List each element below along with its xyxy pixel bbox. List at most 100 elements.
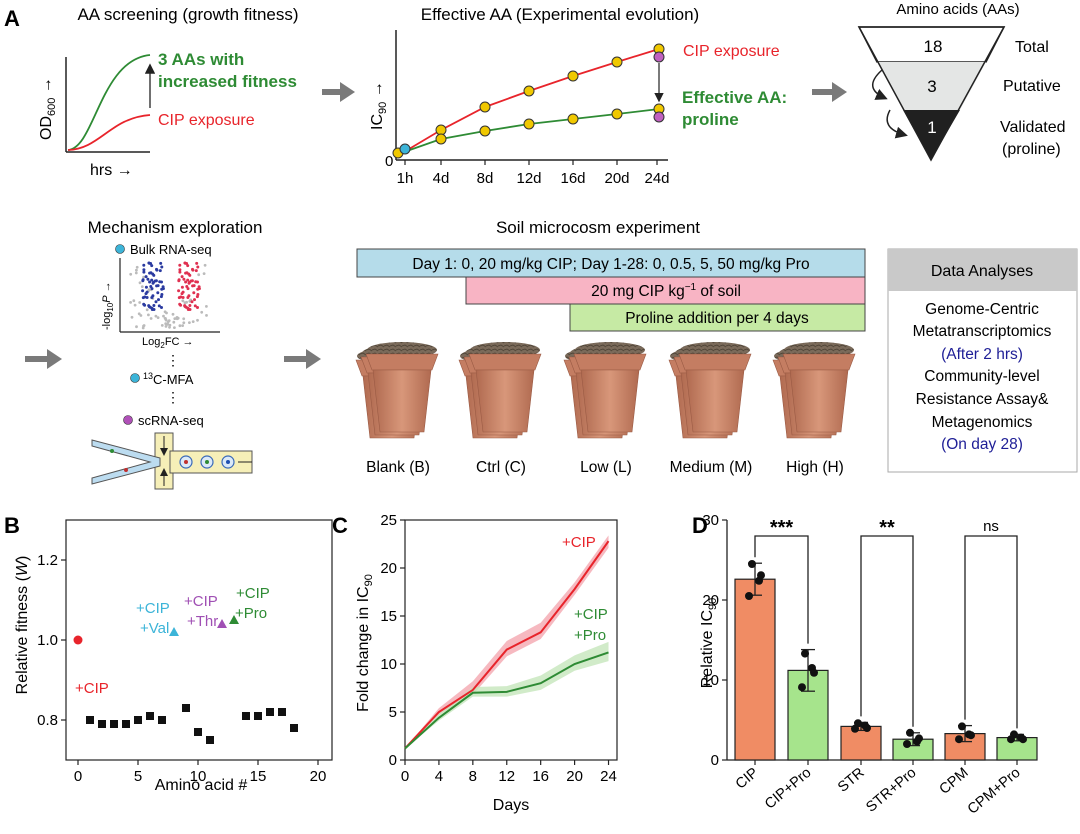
chart-b-point bbox=[278, 708, 286, 716]
chart-b-ytick-label: 1.2 bbox=[37, 552, 58, 569]
soil-pot bbox=[668, 342, 752, 439]
pots: Blank (B) Ctrl (C) Low (L) Medium (M) High (… bbox=[355, 342, 856, 476]
volcano-dot-up bbox=[194, 269, 198, 273]
chart-d-significance-bracket bbox=[964, 535, 1018, 729]
volcano-dot-up bbox=[186, 308, 190, 311]
arrow-right-icon bbox=[812, 82, 847, 102]
funnel-arrow-2 bbox=[886, 109, 908, 139]
volcano-dot bbox=[166, 320, 170, 324]
chart-c-xtick-label: 12 bbox=[498, 768, 515, 785]
volcano-dot-up bbox=[186, 287, 190, 291]
volcano-dot-down bbox=[157, 298, 160, 302]
volcano-dot-down bbox=[144, 285, 148, 289]
screening-annotation-1: 3 AAs with bbox=[158, 50, 244, 69]
volcano-dot-up bbox=[181, 290, 185, 294]
volcano-dot-down bbox=[159, 295, 163, 299]
chart-b-xtick-label: 0 bbox=[74, 768, 82, 785]
volcano-dot-up bbox=[182, 277, 186, 281]
chart-c-band bbox=[405, 641, 609, 749]
chart-c-band bbox=[405, 535, 609, 749]
scrna-label: scRNA-seq bbox=[138, 413, 204, 428]
chart-c-frame bbox=[404, 519, 618, 761]
volcano-dot bbox=[182, 317, 186, 321]
chart-b-point bbox=[194, 728, 202, 736]
volcano-dot bbox=[205, 305, 208, 308]
volcano-dot-up bbox=[184, 271, 188, 275]
volcano-dot-down bbox=[157, 304, 161, 308]
funnel-label-total: Total bbox=[1015, 39, 1049, 56]
volcano-dot-down bbox=[152, 304, 156, 307]
volcano-dot-down bbox=[151, 281, 155, 285]
funnel bbox=[857, 26, 1006, 162]
volcano-dot bbox=[154, 314, 158, 318]
chart-b-point bbox=[146, 712, 154, 720]
volcano-dot-down bbox=[142, 268, 146, 272]
volcano-dot bbox=[173, 317, 177, 320]
evolution-tick-label: 24d bbox=[644, 170, 669, 187]
analyses-header bbox=[888, 249, 1077, 291]
volcano-dot-up bbox=[189, 279, 193, 283]
chart-c: 0 4 8 12 16 20 24 0 5 10 15 20 25 +CIP +CIP +Pro bbox=[380, 512, 618, 785]
evolution-point-proline bbox=[479, 125, 491, 137]
volcano-dot-down bbox=[144, 275, 148, 279]
screening-cip-label: CIP exposure bbox=[158, 112, 255, 129]
chart-b-ytick-label: 0.8 bbox=[37, 712, 58, 729]
fitness-curve-green bbox=[67, 54, 151, 151]
volcano-dot bbox=[138, 281, 142, 285]
treatment-bar-2-label: 20 mg CIP kg−1 of soil bbox=[591, 282, 741, 300]
chart-d-point bbox=[955, 735, 963, 744]
analyses-line: (On day 28) bbox=[941, 436, 1023, 453]
volcano-dot-up bbox=[186, 278, 190, 282]
volcano-dot-up bbox=[187, 281, 191, 285]
volcano-dot bbox=[140, 285, 144, 288]
chart-b-point bbox=[254, 712, 262, 720]
chart-d-point bbox=[757, 571, 765, 580]
volcano-dot-down bbox=[152, 273, 156, 277]
soil-pot bbox=[563, 342, 647, 439]
evolution-proline-label-2: proline bbox=[682, 110, 739, 129]
chart-b-point bbox=[134, 716, 142, 724]
funnel-level-validated bbox=[903, 110, 960, 160]
pot-body bbox=[372, 369, 432, 433]
analyses-line: Genome-Centric bbox=[925, 301, 1039, 318]
funnel-value-validated: 1 bbox=[927, 118, 936, 137]
chart-d-significance-bracket bbox=[860, 535, 914, 727]
volcano-dot bbox=[164, 318, 168, 322]
volcano-dot bbox=[205, 314, 208, 317]
volcano-dot bbox=[132, 299, 136, 303]
panel-label-a: A bbox=[4, 6, 20, 31]
chart-c-legend: +CIP bbox=[574, 606, 608, 623]
volcano-dot bbox=[196, 318, 199, 322]
volcano-dot bbox=[130, 315, 134, 319]
chart-d-ylabel: Relative IC90 bbox=[699, 598, 719, 689]
chart-c-ytick-label: 20 bbox=[380, 560, 397, 577]
arrow-right-icon bbox=[284, 349, 321, 369]
volcano-dot-down bbox=[145, 296, 149, 299]
chart-c-xtick-label: 24 bbox=[600, 768, 617, 785]
chart-d-point bbox=[958, 722, 966, 731]
pot-body bbox=[685, 369, 745, 433]
volcano-dot bbox=[135, 268, 138, 272]
pot-body bbox=[475, 369, 535, 433]
volcano-dot-up bbox=[196, 265, 200, 269]
screening-plot bbox=[65, 54, 156, 153]
volcano-dot-down bbox=[150, 287, 154, 291]
chart-d-ytick-label: 0 bbox=[711, 752, 719, 769]
chart-d-point bbox=[745, 592, 753, 600]
pot-label: Low (L) bbox=[580, 459, 632, 476]
volcano-dot bbox=[168, 325, 171, 329]
pot-label: High (H) bbox=[786, 459, 844, 476]
chart-b-point bbox=[98, 720, 106, 728]
analyses-line: Resistance Assay& bbox=[916, 391, 1049, 408]
volcano-dot bbox=[173, 326, 176, 329]
volcano-dot bbox=[165, 311, 168, 315]
chart-c-ytick-label: 0 bbox=[389, 752, 397, 769]
chart-d-bar bbox=[840, 725, 882, 761]
analyses-line: Metatranscriptomics bbox=[913, 323, 1052, 340]
chart-d-point bbox=[863, 724, 871, 732]
volcano-dot-up bbox=[191, 268, 195, 272]
soil-pot bbox=[458, 342, 542, 439]
chart-c-ytick-label: 5 bbox=[389, 704, 397, 721]
chart-d-xtick-label: CIP bbox=[733, 765, 762, 793]
